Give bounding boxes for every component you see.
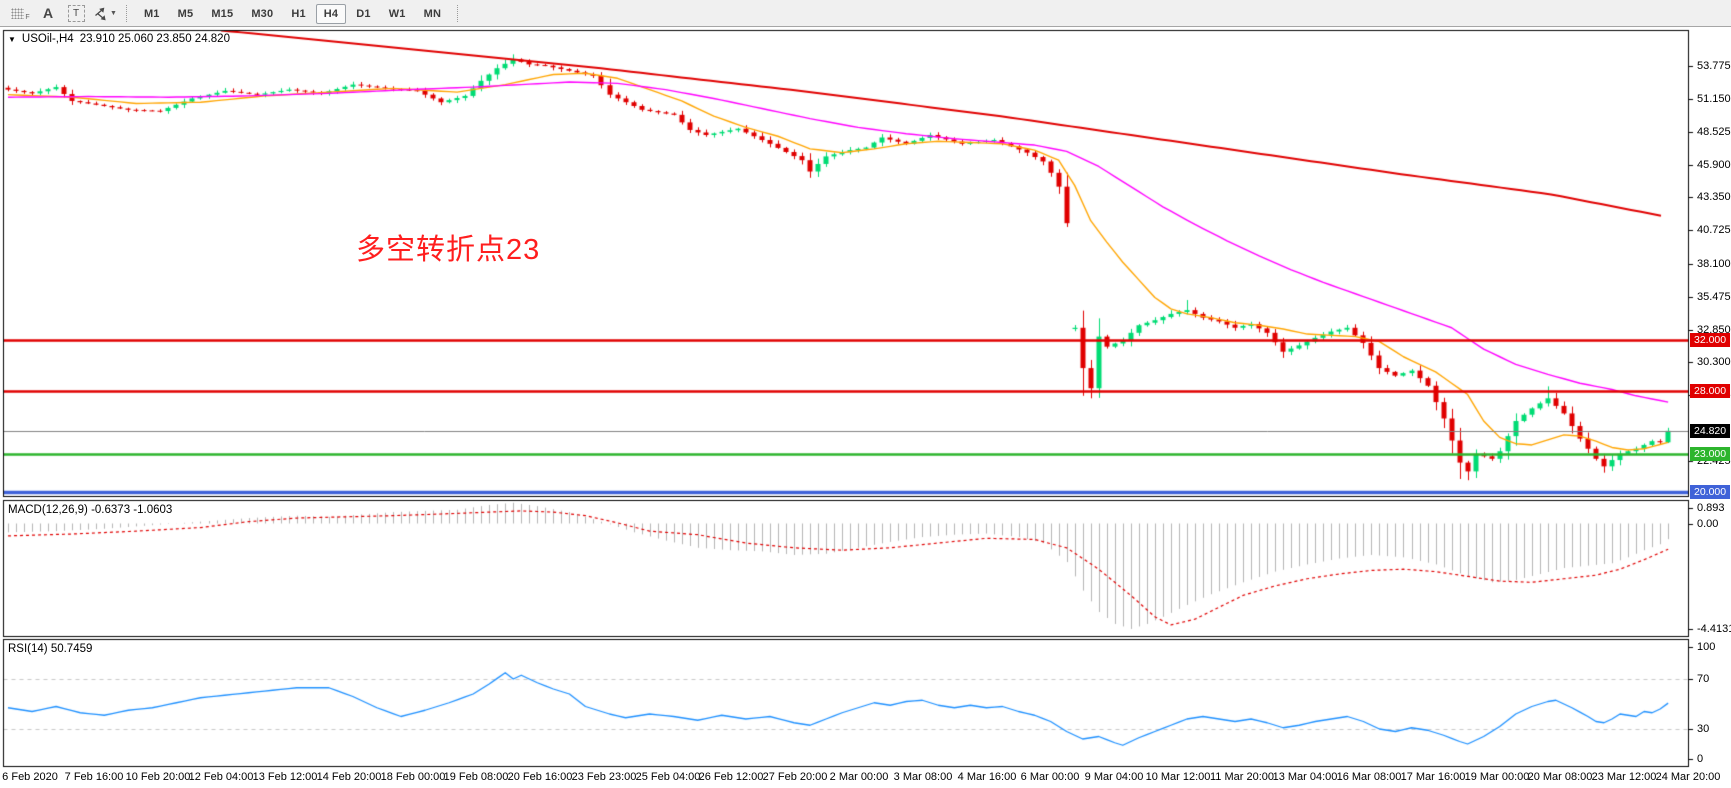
time-axis-label: 20 Feb 16:00	[507, 771, 573, 783]
time-axis-label: 25 Feb 04:00	[635, 771, 701, 783]
ohlc-values-label: 23.910 25.060 23.850 24.820	[79, 33, 230, 45]
macd-axis-label-0.00: 0.00	[1697, 518, 1719, 530]
time-axis-label: 10 Feb 20:00	[125, 771, 191, 783]
chart-text-annotation[interactable]: 多空转折点23	[356, 234, 541, 266]
price-axis-label-35.475: 35.475	[1697, 290, 1731, 303]
time-axis-label: 19 Mar 00:00	[1464, 771, 1530, 783]
price-badge-23.000: 23.000	[1690, 447, 1730, 461]
rsi-axis-label-30: 30	[1697, 723, 1710, 735]
rsi-axis-label-100: 100	[1697, 640, 1716, 653]
price-badge-28.000: 28.000	[1690, 384, 1730, 398]
time-axis-label: 23 Mar 12:00	[1591, 771, 1657, 783]
time-axis-label: 2 Mar 00:00	[829, 771, 889, 783]
time-axis-label: 13 Mar 04:00	[1272, 771, 1338, 783]
time-axis-label: 4 Mar 16:00	[957, 771, 1017, 783]
price-badge-20.000: 20.000	[1690, 485, 1730, 499]
price-badge-32.000: 32.000	[1690, 333, 1730, 347]
time-axis-label: 14 Feb 20:00	[316, 771, 382, 783]
chart-header: ▼ USOil-,H4 23.910 25.060 23.850 24.820	[8, 33, 230, 45]
symbol-timeframe-label: USOil-,H4	[21, 33, 74, 45]
time-axis-label: 13 Feb 12:00	[252, 771, 318, 783]
price-axis-label-51.15: 51.150	[1697, 93, 1731, 106]
price-axis-label-32.85: 32.850	[1697, 323, 1731, 336]
time-axis-label: 18 Feb 00:00	[380, 771, 446, 783]
price-axis-label-53.775: 53.775	[1697, 60, 1731, 72]
rsi-axis-label-70: 70	[1697, 673, 1710, 685]
price-axis-label-45.9: 45.900	[1697, 159, 1731, 172]
time-axis-label: 26 Feb 12:00	[698, 771, 764, 783]
rsi-axis-label-0: 0	[1697, 753, 1704, 765]
time-axis-label: 9 Mar 04:00	[1084, 771, 1144, 783]
time-axis-label: 3 Mar 08:00	[893, 771, 953, 783]
macd-axis-label-0.893: 0.893	[1697, 501, 1725, 514]
price-axis-label-48.525: 48.525	[1697, 126, 1731, 139]
time-axis-label: 19 Feb 08:00	[443, 771, 509, 783]
price-axis-label-38.1: 38.100	[1697, 257, 1731, 270]
time-axis-label: 27 Feb 20:00	[762, 771, 828, 783]
time-axis-label: 10 Mar 12:00	[1145, 771, 1211, 783]
time-axis-label: 23 Feb 23:00	[571, 771, 637, 783]
time-axis-label: 7 Feb 16:00	[64, 771, 124, 783]
price-axis-label-43.35: 43.350	[1697, 191, 1731, 204]
time-axis-label: 17 Mar 16:00	[1400, 771, 1466, 783]
rsi-indicator-label: RSI(14) 50.7459	[8, 643, 93, 655]
macd-axis-label--4.4131: -4.4131	[1697, 623, 1731, 635]
time-axis-label: 24 Mar 20:00	[1655, 771, 1721, 783]
macd-indicator-label: MACD(12,26,9) -0.6373 -1.0603	[8, 504, 173, 516]
time-axis-label: 11 Mar 20:00	[1209, 771, 1274, 783]
time-axis-label: 16 Mar 08:00	[1336, 771, 1402, 783]
time-axis-label: 12 Feb 04:00	[188, 771, 254, 783]
price-badge-24.820: 24.820	[1690, 424, 1730, 438]
collapse-triangle-icon[interactable]: ▼	[8, 34, 16, 44]
time-axis-label: 6 Feb 2020	[2, 771, 58, 783]
time-axis-label: 20 Mar 08:00	[1527, 771, 1593, 783]
price-axis-label-30.3: 30.300	[1697, 355, 1731, 368]
price-axis-label-40.725: 40.725	[1697, 224, 1731, 237]
time-axis-label: 6 Mar 00:00	[1020, 771, 1080, 783]
